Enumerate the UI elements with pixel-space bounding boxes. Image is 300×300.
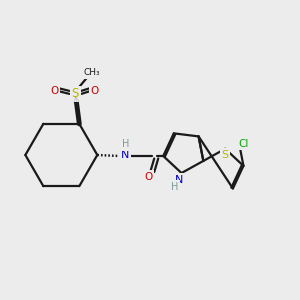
Text: O: O: [144, 172, 152, 182]
Text: S: S: [222, 150, 229, 160]
Text: CH₃: CH₃: [83, 68, 100, 77]
Text: H: H: [122, 139, 129, 149]
Text: O: O: [90, 86, 98, 96]
Text: S: S: [72, 87, 79, 101]
Text: N: N: [175, 175, 184, 185]
Text: N: N: [121, 150, 130, 160]
Text: O: O: [50, 86, 58, 96]
Text: H: H: [171, 182, 178, 192]
Text: Cl: Cl: [238, 139, 249, 149]
